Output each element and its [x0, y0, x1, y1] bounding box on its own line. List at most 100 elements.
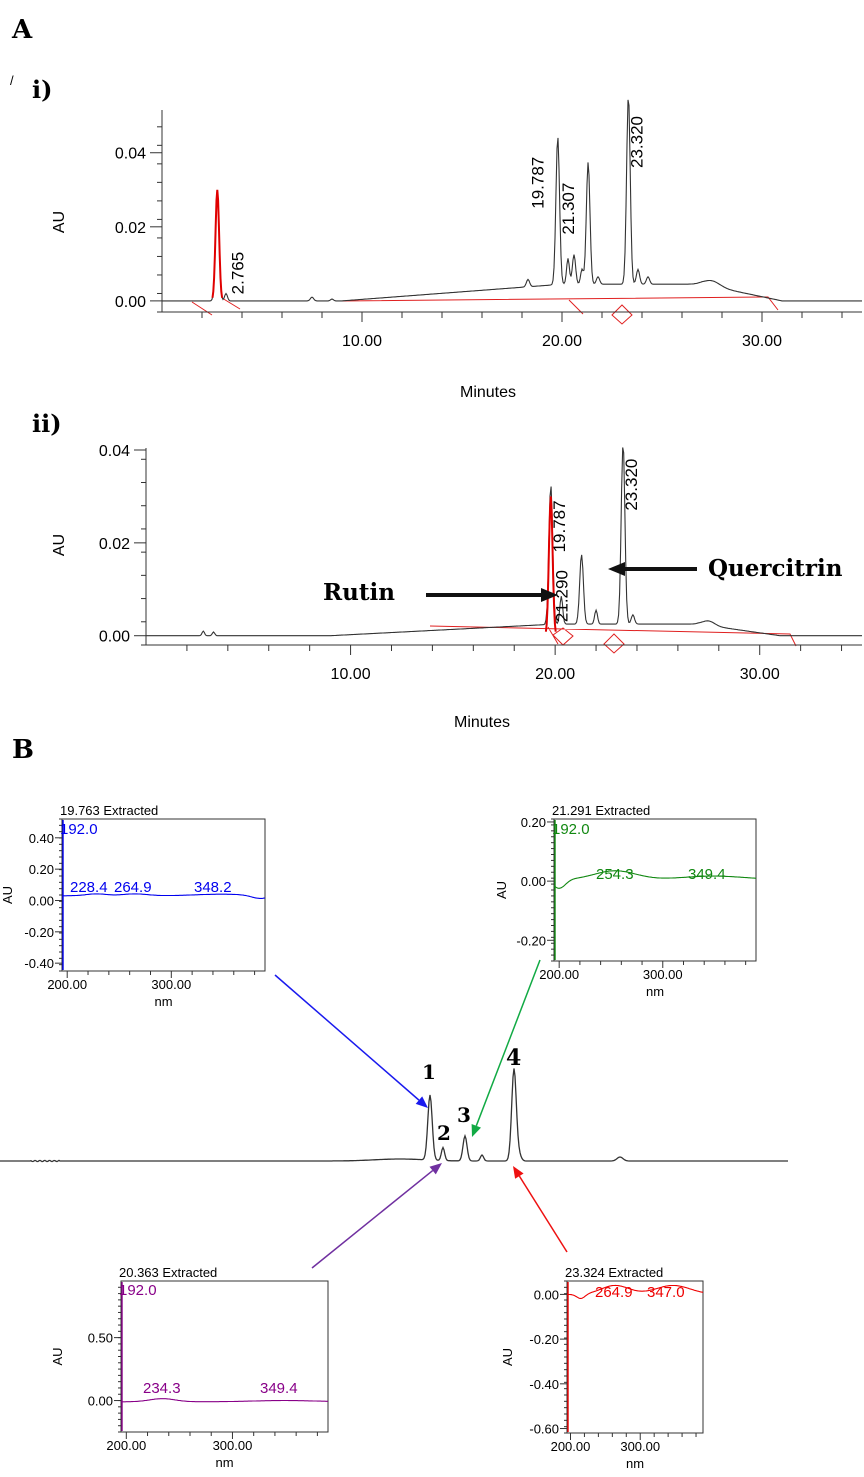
uv-1-xlabel: nm	[154, 994, 172, 1009]
uv-2-frame	[120, 1280, 329, 1433]
arrow-uv4-to-peak4-head	[513, 1166, 524, 1179]
chrom-ii-x-tick-label: 10.00	[331, 666, 371, 683]
uv-1-y-tick-label: -0.40	[24, 956, 54, 971]
uv-3-y-tick-label: 0.20	[521, 815, 546, 830]
uv-spectrum-peak-2: 20.363 Extracted AU nm 0.50 0.00 200.00 300.00…	[50, 1265, 329, 1470]
uv-1-title: 19.763 Extracted	[60, 803, 158, 818]
uv-4-maxima-label: 264.9	[595, 1284, 633, 1301]
uv-4-x-tick-label: 300.00	[620, 1439, 660, 1454]
uv-3-y-tick-label: -0.20	[516, 933, 546, 948]
uv-2-x-tick-label: 200.00	[106, 1438, 146, 1453]
panel-label-ii: ii)	[32, 409, 62, 438]
uv-2-y-tick-label: 0.00	[88, 1394, 113, 1409]
chromatogram-i-baseline-marks	[191, 296, 779, 325]
uv-2-title: 20.363 Extracted	[119, 1265, 217, 1280]
uv-2-x-tick-label: 300.00	[213, 1438, 253, 1453]
uv-spectrum-peak-1: 19.763 Extracted AU nm 0.40 0.20 0.00 -0.20 -0.…	[0, 803, 266, 1009]
uv-2-ylabel: AU	[50, 1347, 65, 1365]
uv-1-y-tick-label: 0.20	[29, 862, 54, 877]
uv-1-x-tick-label: 200.00	[47, 977, 87, 992]
chrom-i-peak-4-label: 23.320	[627, 116, 646, 168]
chromatogram-ii-baseline-marks	[429, 625, 797, 654]
uv-3-maxima-label: 192.0	[552, 821, 590, 838]
chrom-ii-peak-3-label: 23.320	[622, 459, 641, 511]
uv-3-title: 21.291 Extracted	[552, 803, 650, 818]
arrow-uv4-to-peak4	[518, 1175, 568, 1253]
chromatogram-i: 0.00 0.02 0.04 10.00 20.00 30.00 2.765 19.787 2…	[51, 99, 862, 401]
uv-1-y-tick-label: 0.00	[29, 893, 54, 908]
chrom-i-y-tick-label: 0.02	[115, 220, 146, 237]
uv-spectrum-peak-3: 21.291 Extracted AU nm 0.20 0.00 -0.20 200.00 3…	[494, 803, 757, 999]
chrom-ii-peak-2-label: 21.290	[553, 570, 572, 622]
uv-4-x-tick-label: 200.00	[551, 1439, 591, 1454]
uv-1-maxima-label: 228.4	[70, 879, 108, 896]
uv-2-maxima-label: 192.0	[119, 1282, 157, 1299]
chromatogram-i-ylabel: AU	[51, 211, 68, 233]
arrow-uv1-to-peak1	[274, 974, 420, 1101]
uv-3-maxima-label: 254.3	[596, 866, 634, 883]
uv-1-y-tick-label: 0.40	[29, 831, 54, 846]
chromatogram-i-trace	[162, 99, 862, 302]
chrom-i-x-tick-label: 30.00	[742, 333, 782, 350]
uv-4-frame	[566, 1280, 704, 1434]
chrom-ii-peak-1-highlight	[544, 496, 557, 632]
uv-4-ylabel: AU	[500, 1348, 515, 1366]
uv-4-spectrum-line	[567, 1284, 704, 1299]
uv-3-frame	[553, 818, 757, 962]
arrow-uv1-to-peak1-head	[415, 1096, 428, 1108]
quercitrin-annotation: Quercitrin	[708, 555, 843, 582]
uv-2-spectrum-line	[121, 1398, 328, 1403]
uv-1-spectrum-line	[62, 893, 266, 899]
chrom-ii-peak-1-label: 19.787	[550, 500, 569, 552]
uv-2-xlabel: nm	[215, 1455, 233, 1470]
uv-3-y-tick-label: 0.00	[521, 874, 546, 889]
uv-2-maxima-label: 234.3	[143, 1380, 181, 1397]
chromatogram-i-xlabel: Minutes	[460, 384, 516, 401]
arrow-uv2-to-peak2-head	[429, 1163, 442, 1175]
rutin-arrow-head	[541, 588, 558, 602]
uv-3-ylabel: AU	[494, 881, 509, 899]
uv-1-maxima-label: 264.9	[114, 879, 152, 896]
rutin-annotation: Rutin	[323, 579, 395, 606]
chrom-ii-y-tick-label: 0.02	[99, 536, 130, 553]
chromatogram-ii-xlabel: Minutes	[454, 714, 510, 731]
uv-4-y-tick-label: 0.00	[534, 1287, 559, 1302]
panel-label-a: A	[11, 15, 33, 45]
uv-3-xlabel: nm	[646, 984, 664, 999]
overview-peak-label-1: 1	[422, 1060, 436, 1084]
quercitrin-arrow-head	[608, 562, 625, 576]
chrom-i-peak-3-label: 21.307	[559, 183, 578, 235]
uv-4-xlabel: nm	[626, 1456, 644, 1471]
arrow-uv3-to-peak3-head	[471, 1124, 481, 1137]
arrow-uv3-to-peak3	[475, 959, 541, 1127]
uv-1-y-tick-label: -0.20	[24, 925, 54, 940]
arrow-uv2-to-peak2	[311, 1169, 434, 1269]
uv-3-maxima-label: 349.4	[688, 866, 726, 883]
uv-1-maxima-label: 348.2	[194, 879, 232, 896]
chrom-ii-y-tick-label: 0.04	[99, 443, 130, 460]
chrom-ii-x-tick-label: 30.00	[740, 666, 780, 683]
uv-4-y-tick-label: -0.40	[529, 1377, 559, 1392]
chromatogram-ii: 0.00 0.02 0.04 10.00 20.00 30.00 19.787 21.290…	[51, 443, 862, 731]
uv-1-x-tick-label: 300.00	[151, 977, 191, 992]
chrom-i-y-tick-label: 0.00	[115, 294, 146, 311]
uv-4-y-tick-label: -0.60	[529, 1422, 559, 1437]
chrom-ii-y-tick-label: 0.00	[99, 629, 130, 646]
overview-chromatogram: 1 2 3 4	[0, 959, 788, 1269]
uv-2-maxima-label: 349.4	[260, 1380, 298, 1397]
chrom-i-peak-1-highlight	[211, 189, 224, 298]
chromatogram-ii-trace	[146, 447, 862, 637]
uv-4-y-tick-label: -0.20	[529, 1332, 559, 1347]
panel-label-i: i)	[32, 75, 52, 104]
overview-peak-label-4: 4	[506, 1045, 521, 1071]
uv-3-x-tick-label: 300.00	[643, 967, 683, 982]
overview-trace	[0, 1068, 788, 1163]
uv-3-x-tick-label: 200.00	[539, 967, 579, 982]
chrom-i-x-tick-label: 10.00	[342, 333, 382, 350]
panel-label-b: B	[12, 735, 34, 765]
uv-4-title: 23.324 Extracted	[565, 1265, 663, 1280]
overview-peak-label-2: 2	[437, 1121, 451, 1145]
chromatogram-ii-ylabel: AU	[51, 534, 68, 556]
stray-slash: /	[10, 73, 14, 88]
